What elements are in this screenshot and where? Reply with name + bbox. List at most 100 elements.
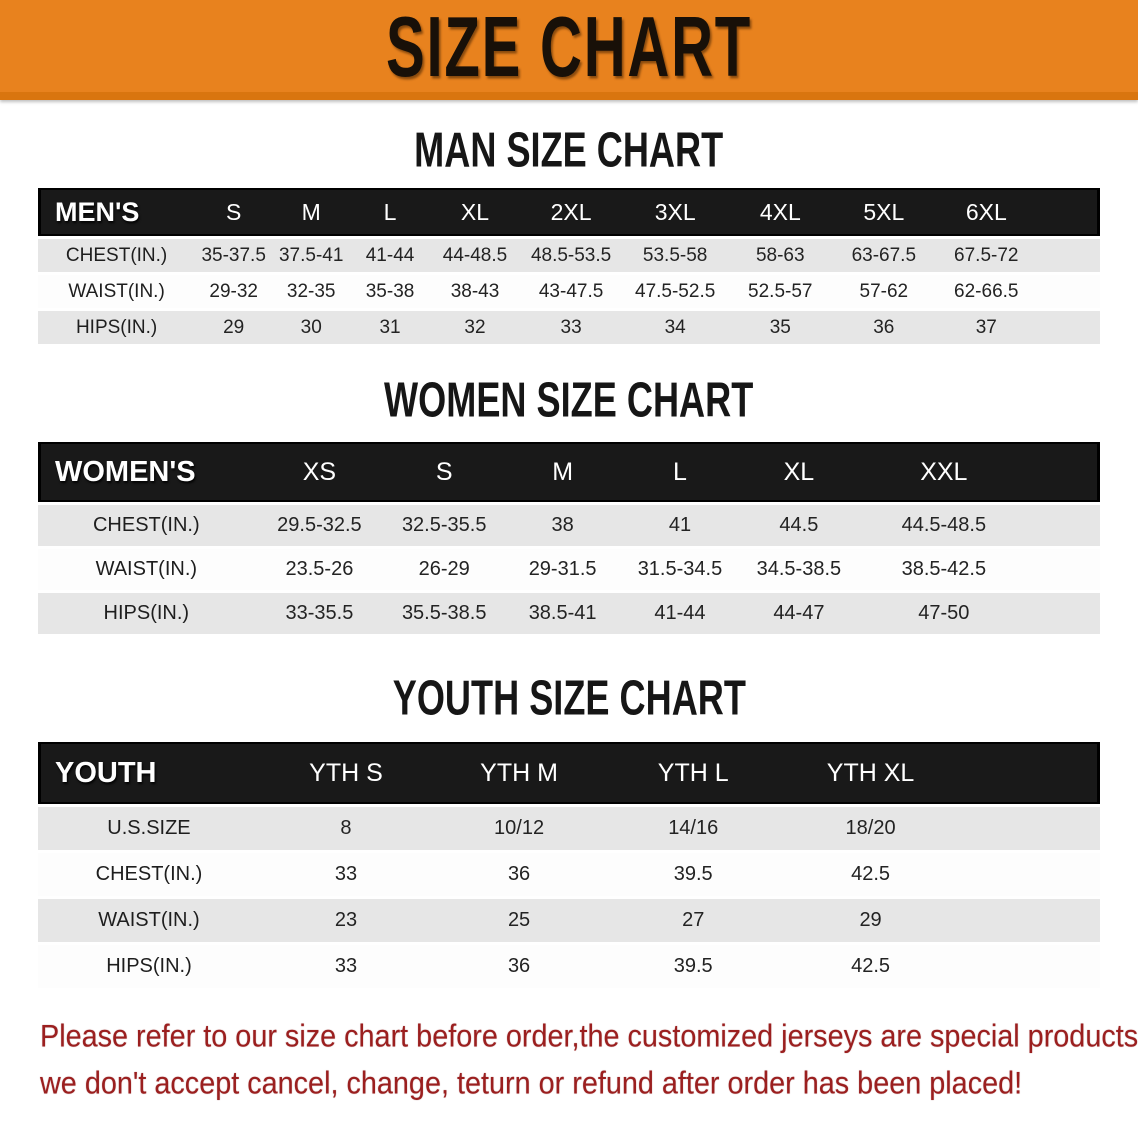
size-cell: 34: [622, 308, 729, 344]
header-spacer: [1037, 188, 1100, 236]
size-cell: 31.5-34.5: [621, 546, 739, 590]
row-spacer: [1037, 272, 1100, 308]
size-column-header: M: [272, 188, 351, 236]
size-table-womens: WOMEN'S XS S M L XL XXL CHEST(IN.) 29.5-32.5 32.5…: [38, 442, 1100, 634]
size-cell: 29.5-32.5: [254, 502, 385, 546]
row-label: CHEST(IN.): [38, 236, 196, 272]
size-cell: 63-67.5: [832, 236, 936, 272]
size-cell: 41-44: [350, 236, 430, 272]
size-cell: 25: [431, 896, 607, 942]
size-cell: 43-47.5: [520, 272, 623, 308]
table-header-label: WOMEN'S: [38, 442, 255, 502]
size-table-mens: MEN'S S M L XL 2XL 3XL 4XL 5XL 6XL CHEST(IN.) 35-37…: [38, 188, 1100, 344]
size-column-header: XS: [254, 442, 385, 502]
row-label: HIPS(IN.): [38, 942, 260, 988]
size-cell: 8: [259, 804, 432, 850]
size-cell: 35-37.5: [195, 236, 273, 272]
table-header-row: YOUTH YTH S YTH M YTH L YTH XL: [38, 742, 1100, 804]
table-header-row: MEN'S S M L XL 2XL 3XL 4XL 5XL 6XL: [38, 188, 1100, 236]
size-cell: 23: [259, 896, 432, 942]
size-cell: 36: [832, 308, 936, 344]
section-title-womens: WOMEN SIZE CHART: [384, 371, 754, 428]
table-row: U.S.SIZE 8 10/12 14/16 18/20: [38, 804, 1100, 850]
size-cell: 37: [935, 308, 1038, 344]
size-cell: 58-63: [728, 236, 833, 272]
header-spacer: [1028, 442, 1100, 502]
table-row: HIPS(IN.) 29 30 31 32 33 34 35 36 37: [38, 308, 1100, 344]
size-column-header: XL: [738, 442, 859, 502]
size-cell: 34.5-38.5: [738, 546, 859, 590]
table-row: HIPS(IN.) 33-35.5 35.5-38.5 38.5-41 41-44 44-…: [38, 590, 1100, 634]
size-cell: 10/12: [431, 804, 607, 850]
size-column-header: M: [504, 442, 622, 502]
size-column-header: XXL: [858, 442, 1029, 502]
size-cell: 33: [259, 850, 432, 896]
row-label: WAIST(IN.): [38, 546, 255, 590]
size-cell: 62-66.5: [935, 272, 1038, 308]
size-column-header: 5XL: [832, 188, 936, 236]
size-column-header: XL: [429, 188, 521, 236]
size-cell: 57-62: [832, 272, 936, 308]
table-row: WAIST(IN.) 23.5-26 26-29 29-31.5 31.5-34.5 34…: [38, 546, 1100, 590]
size-table-youth: YOUTH YTH S YTH M YTH L YTH XL U.S.SIZE 8 10/12…: [38, 742, 1100, 988]
size-cell: 35.5-38.5: [384, 590, 505, 634]
size-cell: 52.5-57: [728, 272, 833, 308]
size-cell: 29: [195, 308, 273, 344]
size-cell: 38.5-41: [504, 590, 622, 634]
size-chart-banner: SIZE CHART: [0, 0, 1138, 100]
table-row: CHEST(IN.) 33 36 39.5 42.5: [38, 850, 1100, 896]
size-cell: 26-29: [384, 546, 505, 590]
size-cell: 47.5-52.5: [622, 272, 729, 308]
size-cell: 33-35.5: [254, 590, 385, 634]
size-cell: 41: [621, 502, 739, 546]
size-cell: 29: [780, 896, 961, 942]
size-cell: 32-35: [272, 272, 351, 308]
table-row: WAIST(IN.) 29-32 32-35 35-38 38-43 43-47.5 47.…: [38, 272, 1100, 308]
row-spacer: [960, 804, 1100, 850]
row-spacer: [960, 850, 1100, 896]
row-spacer: [960, 942, 1100, 988]
size-cell: 38: [504, 502, 622, 546]
row-label: WAIST(IN.): [38, 272, 196, 308]
size-cell: 32: [429, 308, 521, 344]
size-column-header: 3XL: [622, 188, 729, 236]
size-cell: 44.5: [738, 502, 859, 546]
size-column-header: 4XL: [728, 188, 833, 236]
size-cell: 33: [259, 942, 432, 988]
size-cell: 36: [431, 942, 607, 988]
row-spacer: [1028, 502, 1100, 546]
size-column-header: 6XL: [935, 188, 1038, 236]
row-label: WAIST(IN.): [38, 896, 260, 942]
size-cell: 44-48.5: [429, 236, 521, 272]
table-row: HIPS(IN.) 33 36 39.5 42.5: [38, 942, 1100, 988]
size-chart-sections: MAN SIZE CHART MEN'S S M L XL 2XL 3XL 4XL 5XL 6XL C…: [0, 122, 1138, 988]
size-column-header: S: [384, 442, 505, 502]
size-cell: 36: [431, 850, 607, 896]
size-cell: 38-43: [429, 272, 521, 308]
size-column-header: L: [621, 442, 739, 502]
disclaimer: Please refer to our size chart before or…: [40, 1014, 1138, 1107]
disclaimer-line-1: Please refer to our size chart before or…: [40, 1019, 1138, 1054]
page-title: SIZE CHART: [385, 0, 753, 95]
size-cell: 29-32: [195, 272, 273, 308]
size-cell: 27: [606, 896, 781, 942]
size-cell: 23.5-26: [254, 546, 385, 590]
size-cell: 41-44: [621, 590, 739, 634]
size-column-header: YTH XL: [780, 742, 961, 804]
section-title-youth: YOUTH SIZE CHART: [392, 669, 746, 726]
size-chart-section-youth: YOUTH SIZE CHART YOUTH YTH S YTH M YTH L YTH …: [0, 670, 1138, 988]
size-chart-section-mens: MAN SIZE CHART MEN'S S M L XL 2XL 3XL 4XL 5XL 6XL C…: [0, 122, 1138, 344]
row-label: HIPS(IN.): [38, 590, 255, 634]
table-row: WAIST(IN.) 23 25 27 29: [38, 896, 1100, 942]
header-spacer: [960, 742, 1100, 804]
size-cell: 32.5-35.5: [384, 502, 505, 546]
size-cell: 30: [272, 308, 351, 344]
size-cell: 14/16: [606, 804, 781, 850]
size-cell: 18/20: [780, 804, 961, 850]
size-cell: 53.5-58: [622, 236, 729, 272]
size-cell: 42.5: [780, 942, 961, 988]
row-label: CHEST(IN.): [38, 850, 260, 896]
section-title-mens: MAN SIZE CHART: [414, 121, 724, 178]
size-cell: 29-31.5: [504, 546, 622, 590]
table-row: CHEST(IN.) 35-37.5 37.5-41 41-44 44-48.5 48.5…: [38, 236, 1100, 272]
